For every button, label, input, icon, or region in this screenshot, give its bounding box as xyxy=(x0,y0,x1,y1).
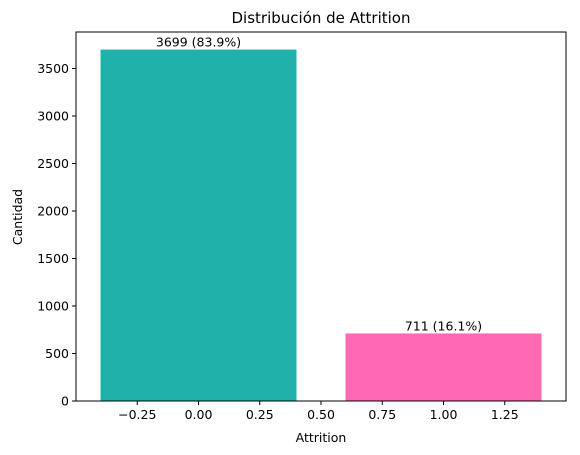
x-tick-label: −0.25 xyxy=(118,407,156,422)
y-tick-label: 0 xyxy=(61,394,69,409)
bars-layer xyxy=(100,49,542,401)
x-tick-label: 0.00 xyxy=(185,407,213,422)
y-tick-label: 3500 xyxy=(37,61,69,76)
x-tick-label: 1.25 xyxy=(491,407,519,422)
x-tick-label: 0.75 xyxy=(368,407,396,422)
y-tick-label: 1500 xyxy=(37,251,69,266)
x-axis-ticks: −0.25 0.00 0.25 0.50 0.75 1.00 1.25 xyxy=(118,401,519,422)
x-axis-title: Attrition xyxy=(296,430,347,445)
bar-1 xyxy=(345,333,542,401)
y-tick-label: 2000 xyxy=(37,203,69,218)
bar-labels-layer: 3699 (83.9%) 711 (16.1%) xyxy=(156,35,482,334)
bar-0 xyxy=(100,49,297,401)
chart-title: Distribución de Attrition xyxy=(232,9,411,27)
y-tick-label: 500 xyxy=(45,346,69,361)
x-tick-label: 0.25 xyxy=(246,407,274,422)
y-tick-label: 3000 xyxy=(37,108,69,123)
y-tick-label: 1000 xyxy=(37,298,69,313)
y-axis-ticks: 0 500 1000 1500 2000 2500 3000 3500 xyxy=(37,61,76,409)
x-tick-label: 1.00 xyxy=(430,407,458,422)
y-tick-label: 2500 xyxy=(37,156,69,171)
bar-value-label-0: 3699 (83.9%) xyxy=(156,35,241,50)
bar-value-label-1: 711 (16.1%) xyxy=(405,318,482,333)
x-tick-label: 0.50 xyxy=(307,407,335,422)
y-axis-title: Cantidad xyxy=(10,189,25,245)
